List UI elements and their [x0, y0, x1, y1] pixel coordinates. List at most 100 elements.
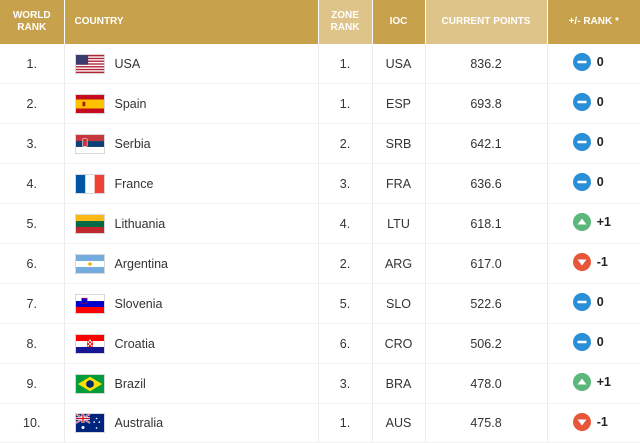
rank-change-value: 0 [596, 295, 604, 309]
table-body: 1. USA 1. USA 836.2 0 2. Spain 1. ESP 69… [0, 44, 640, 443]
ioc-cell: BRA [372, 363, 426, 404]
france-flag-icon [74, 173, 105, 194]
country-cell: Argentina [64, 243, 319, 284]
rank-change-cell: 0 [547, 123, 640, 164]
country-name[interactable]: France [114, 176, 154, 191]
rank-change-cell: 0 [547, 44, 640, 84]
rank-change-cell: 0 [547, 283, 640, 324]
world-rank-cell: 6. [0, 243, 65, 284]
minus-circle-icon [572, 53, 591, 71]
arrow-up-circle-icon [572, 373, 591, 391]
rank-change-cell: -1 [547, 403, 640, 443]
current-points-cell: 693.8 [425, 83, 548, 124]
ioc-cell: ESP [372, 83, 426, 124]
zone-rank-cell: 1. [318, 83, 373, 124]
arrow-down-circle-icon [572, 253, 591, 271]
current-points-cell: 506.2 [425, 323, 548, 364]
country-name[interactable]: Australia [114, 416, 164, 430]
country-cell: Australia [64, 403, 319, 443]
zone-rank-cell: 2. [318, 123, 373, 164]
country-cell: France [64, 163, 319, 204]
country-name[interactable]: USA [114, 56, 141, 71]
world-rank-cell: 9. [0, 363, 65, 404]
current-points-cell: 475.8 [425, 403, 548, 443]
table-row: 4. France 3. FRA 636.6 0 [0, 163, 640, 204]
country-cell: Slovenia [64, 283, 319, 324]
australia-flag-icon [74, 413, 105, 433]
rank-change-value: -1 [596, 255, 608, 269]
header-country[interactable]: COUNTRY [64, 0, 319, 44]
current-points-cell: 636.6 [425, 163, 548, 204]
rank-change-value: 0 [596, 95, 604, 109]
rank-change-value: 0 [596, 335, 604, 349]
world-rank-cell: 4. [0, 163, 65, 204]
country-cell: Croatia [64, 323, 319, 364]
ioc-cell: LTU [372, 203, 426, 244]
table-header: WORLD RANK COUNTRY ZONE RANK IOC CURRENT… [0, 0, 640, 44]
ioc-cell: AUS [372, 403, 426, 443]
minus-circle-icon [572, 293, 591, 311]
table-row: 9. Brazil 3. BRA 478.0 +1 [0, 363, 640, 404]
rank-change-value: 0 [596, 175, 604, 189]
world-rank-cell: 1. [0, 44, 65, 84]
ioc-cell: ARG [372, 243, 426, 284]
spain-flag-icon [74, 93, 105, 114]
current-points-cell: 617.0 [425, 243, 548, 284]
country-name[interactable]: Slovenia [114, 296, 163, 311]
country-name[interactable]: Spain [114, 96, 147, 111]
country-name[interactable]: Croatia [114, 336, 155, 351]
table-row: 8. Croatia 6. CRO 506.2 0 [0, 323, 640, 364]
header-world-rank[interactable]: WORLD RANK [0, 0, 65, 44]
table-row: 10. Australia 1. AUS 475.8 -1 [0, 403, 640, 443]
minus-circle-icon [572, 333, 591, 351]
rank-change-value: 0 [596, 55, 604, 69]
zone-rank-cell: 1. [318, 403, 373, 443]
table-row: 1. USA 1. USA 836.2 0 [0, 44, 640, 84]
lithuania-flag-icon [74, 213, 105, 234]
arrow-down-circle-icon [572, 412, 591, 431]
rank-change-cell: +1 [547, 363, 640, 404]
country-name[interactable]: Lithuania [114, 216, 166, 231]
header-ioc[interactable]: IOC [372, 0, 426, 44]
arrow-up-circle-icon [572, 213, 591, 231]
zone-rank-cell: 3. [318, 163, 373, 204]
croatia-flag-icon [74, 333, 105, 354]
zone-rank-cell: 6. [318, 323, 373, 364]
header-zone-rank[interactable]: ZONE RANK [318, 0, 373, 44]
rank-change-cell: 0 [547, 163, 640, 204]
usa-flag-icon [74, 53, 105, 74]
world-rank-cell: 2. [0, 83, 65, 124]
current-points-cell: 478.0 [425, 363, 548, 404]
country-cell: Serbia [64, 123, 319, 164]
header-current-points[interactable]: CURRENT POINTS [425, 0, 548, 44]
zone-rank-cell: 2. [318, 243, 373, 284]
serbia-flag-icon [74, 133, 105, 154]
zone-rank-cell: 3. [318, 363, 373, 404]
table-row: 7. Slovenia 5. SLO 522.6 0 [0, 283, 640, 324]
country-name[interactable]: Brazil [114, 376, 146, 391]
rank-change-cell: +1 [547, 203, 640, 244]
country-cell: Lithuania [64, 203, 319, 244]
rank-change-value: +1 [596, 215, 612, 229]
ioc-cell: USA [372, 44, 426, 84]
current-points-cell: 642.1 [425, 123, 548, 164]
rank-change-cell: -1 [547, 243, 640, 284]
table-row: 5. Lithuania 4. LTU 618.1 +1 [0, 203, 640, 244]
world-rank-cell: 3. [0, 123, 65, 164]
rank-change-value: 0 [596, 135, 604, 149]
country-cell: USA [64, 44, 319, 84]
ioc-cell: CRO [372, 323, 426, 364]
table-row: 3. Serbia 2. SRB 642.1 0 [0, 123, 640, 164]
world-rank-cell: 8. [0, 323, 65, 364]
ioc-cell: SLO [372, 283, 426, 324]
ioc-cell: FRA [372, 163, 426, 204]
slovenia-flag-icon [74, 293, 105, 314]
header-rank-change[interactable]: +/- RANK * [547, 0, 640, 44]
country-cell: Brazil [64, 363, 319, 404]
country-name[interactable]: Argentina [114, 256, 169, 271]
country-name[interactable]: Serbia [114, 136, 151, 151]
country-cell: Spain [64, 83, 319, 124]
minus-circle-icon [572, 133, 591, 151]
table-row: 2. Spain 1. ESP 693.8 0 [0, 83, 640, 124]
rank-change-value: -1 [596, 414, 608, 429]
